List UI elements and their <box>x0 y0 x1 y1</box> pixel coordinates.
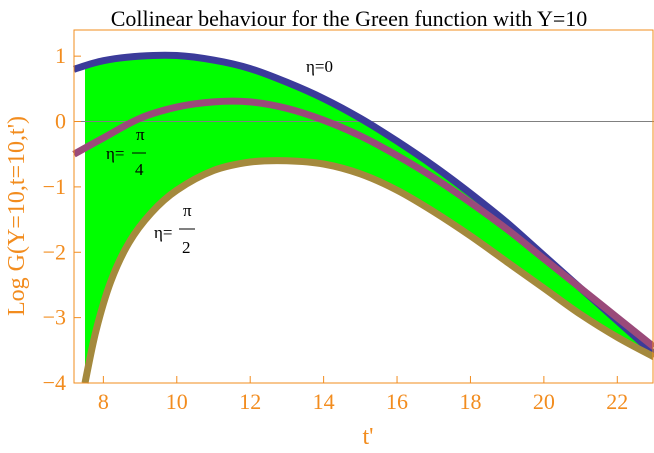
label-eta-pi-2-num: π <box>183 201 192 220</box>
plot-frame <box>73 29 654 384</box>
label-eta-pi-2-lhs: η= <box>154 223 172 242</box>
x-tick-label: 10 <box>166 389 188 414</box>
label-eta-pi-2: η= π 2 <box>154 201 195 257</box>
y-tick-label: −3 <box>43 305 66 330</box>
series-line-eta-pi-4 <box>72 97 654 350</box>
x-tick-label: 22 <box>606 389 628 414</box>
chart-title: Collinear behaviour for the Green functi… <box>111 6 588 31</box>
y-tick-label: −1 <box>43 174 66 199</box>
x-tick-label: 20 <box>533 389 555 414</box>
x-axis-title: t' <box>363 424 374 450</box>
label-eta-pi-4-num: π <box>136 125 145 144</box>
label-eta-pi-2-den: 2 <box>182 238 191 257</box>
fill-between-area <box>85 55 654 383</box>
label-eta-pi-4: η= π 4 <box>106 125 146 179</box>
y-axis-title: Log G(Y=10,t=10,t') <box>4 116 30 316</box>
x-tick-label: 18 <box>459 389 481 414</box>
y-tick-label: −2 <box>43 239 66 264</box>
y-tick-label: 0 <box>55 109 66 134</box>
label-eta-pi-4-den: 4 <box>135 160 144 179</box>
x-tick-label: 14 <box>313 389 335 414</box>
y-tick-label: −4 <box>43 370 66 395</box>
x-tick-label: 8 <box>98 389 109 414</box>
x-tick-label: 12 <box>239 389 261 414</box>
x-tick-label: 16 <box>386 389 408 414</box>
label-eta-0: η=0 <box>306 57 333 76</box>
label-eta-pi-4-lhs: η= <box>106 144 124 163</box>
series-line-eta-pi-2 <box>81 157 654 384</box>
y-tick-label: 1 <box>55 43 66 68</box>
